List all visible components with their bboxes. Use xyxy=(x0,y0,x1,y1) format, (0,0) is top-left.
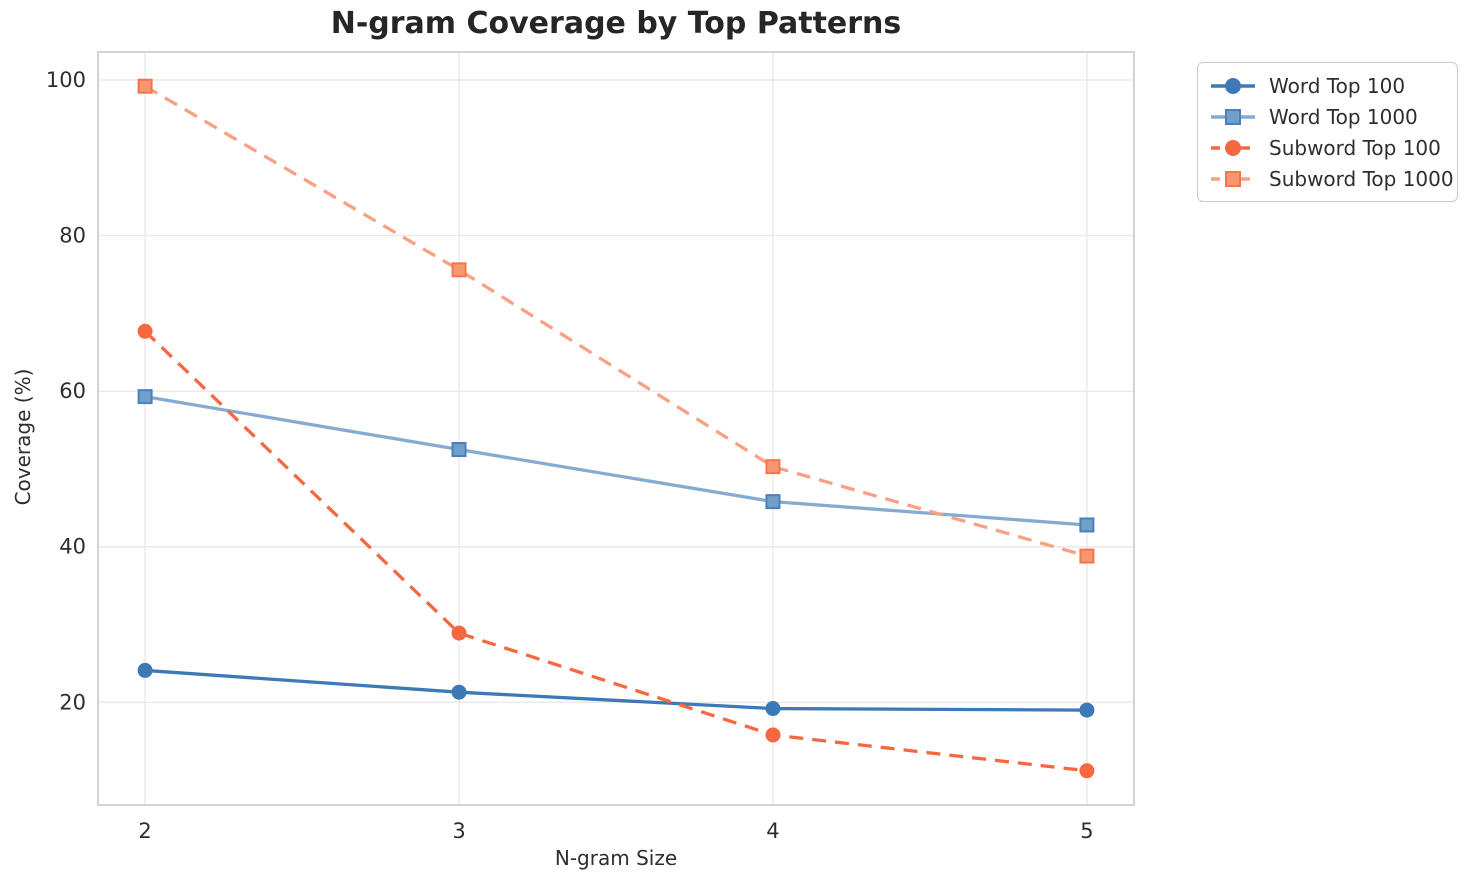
marker-word-top-100-x2 xyxy=(137,662,153,678)
x-tick-label-3: 3 xyxy=(452,819,465,843)
series-line-word-top-100 xyxy=(144,668,1087,712)
marker-word-top-1000-x4 xyxy=(765,494,781,510)
marker-word-top-1000-x5 xyxy=(1079,517,1095,533)
marker-word-top-1000-x3 xyxy=(451,442,467,458)
legend-item-subword-top-1000: Subword Top 1000 xyxy=(1208,164,1454,193)
y-tick-label-20: 20 xyxy=(59,690,86,714)
plot-background xyxy=(98,52,1134,805)
legend-square-marker-icon xyxy=(1211,170,1255,187)
marker-subword-top-1000-x5 xyxy=(1079,548,1095,564)
marker-subword-top-100-x4 xyxy=(765,727,781,743)
x-tick-label-5: 5 xyxy=(1080,819,1093,843)
legend-circle-marker-icon xyxy=(1211,77,1255,94)
legend-label: Word Top 1000 xyxy=(1269,104,1418,129)
marker-subword-top-100-x5 xyxy=(1079,763,1095,779)
marker-subword-top-1000-x4 xyxy=(765,459,781,475)
legend-square-marker-icon xyxy=(1211,108,1255,125)
legend: Word Top 100 Word Top 1000 Subword Top 100… xyxy=(1197,62,1458,202)
legend-item-subword-top-100: Subword Top 100 xyxy=(1208,133,1447,162)
legend-label: Subword Top 1000 xyxy=(1269,166,1454,191)
axes-spines xyxy=(97,51,1135,806)
marker-word-top-100-x5 xyxy=(1079,702,1095,718)
x-tick-label-2: 2 xyxy=(138,819,151,843)
series-line-subword-top-1000 xyxy=(144,84,1088,558)
y-tick-label-100: 100 xyxy=(46,68,86,92)
legend-item-word-top-100: Word Top 100 xyxy=(1208,71,1447,100)
marker-subword-top-1000-x2 xyxy=(137,78,153,94)
y-tick-label-40: 40 xyxy=(59,535,86,559)
marker-subword-top-100-x3 xyxy=(451,625,467,641)
x-tick-label-4: 4 xyxy=(766,819,779,843)
y-axis-label: Coverage (%) xyxy=(11,368,35,506)
legend-circle-marker-icon xyxy=(1211,139,1255,156)
marker-subword-top-100-x2 xyxy=(137,323,153,339)
y-tick-label-80: 80 xyxy=(59,224,86,248)
series-line-subword-top-100 xyxy=(143,330,1088,773)
legend-label: Word Top 100 xyxy=(1269,73,1406,98)
chart-title: N-gram Coverage by Top Patterns xyxy=(330,6,902,41)
marker-word-top-100-x4 xyxy=(765,701,781,717)
marker-word-top-1000-x2 xyxy=(137,389,153,405)
legend-label: Subword Top 100 xyxy=(1269,135,1441,160)
series-line-word-top-1000 xyxy=(144,394,1088,527)
legend-item-word-top-1000: Word Top 1000 xyxy=(1208,102,1447,131)
marker-word-top-100-x3 xyxy=(451,684,467,700)
y-tick-label-60: 60 xyxy=(59,379,86,403)
marker-subword-top-1000-x3 xyxy=(451,262,467,278)
x-axis-label: N-gram Size xyxy=(554,846,678,870)
